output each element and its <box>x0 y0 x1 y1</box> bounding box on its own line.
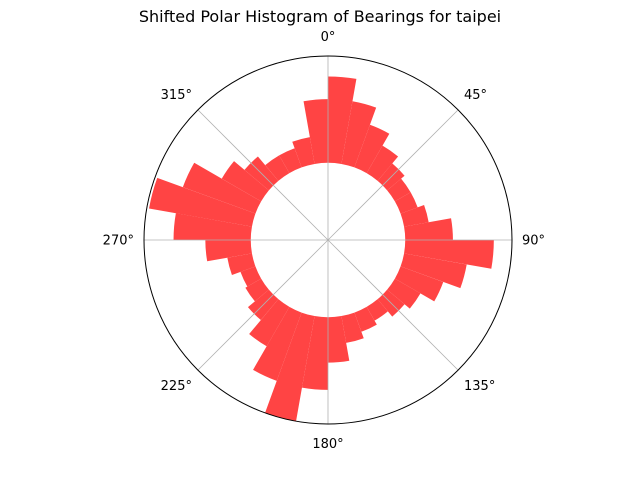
theta-tick-label: 135° <box>464 379 495 394</box>
histogram-bar <box>292 137 315 168</box>
histogram-bar <box>354 306 377 332</box>
histogram-bar <box>265 155 290 181</box>
histogram-bar <box>328 316 350 363</box>
theta-tick-label: 0° <box>321 30 336 45</box>
histogram-bar <box>182 162 262 214</box>
histogram-bar <box>354 124 390 174</box>
histogram-bar <box>245 278 269 302</box>
bar-group <box>149 76 494 422</box>
histogram-bar <box>265 312 315 422</box>
grid-lines <box>144 56 512 424</box>
histogram-bar <box>341 101 377 168</box>
polar-frame <box>143 55 513 425</box>
histogram-bar <box>394 266 444 302</box>
theta-tick-label: 90° <box>522 234 545 249</box>
histogram-bar <box>249 299 290 347</box>
histogram-bar <box>303 99 328 164</box>
histogram-bar <box>400 253 467 289</box>
histogram-bar <box>341 312 364 343</box>
angular-grid-line <box>327 109 459 241</box>
histogram-bar <box>328 76 357 164</box>
polar-axes: 0° 45° 90° 135° 180° 225° 270° 315° <box>103 30 545 452</box>
histogram-bar <box>404 240 494 269</box>
angular-grid-line <box>197 109 329 241</box>
chart-title: Shifted Polar Histogram of Bearings for … <box>139 7 501 26</box>
histogram-bar <box>387 178 411 202</box>
histogram-bar <box>387 278 421 309</box>
histogram-bar <box>400 205 429 227</box>
histogram-bar <box>301 316 328 390</box>
histogram-bar <box>240 266 262 287</box>
histogram-bar <box>205 240 252 262</box>
theta-tick-label: 45° <box>464 88 487 103</box>
theta-tick-label: 270° <box>103 234 134 249</box>
theta-tick-label: 225° <box>161 379 192 394</box>
histogram-bar <box>366 299 388 321</box>
histogram-bar <box>394 192 418 214</box>
histogram-bar <box>173 213 252 240</box>
histogram-bar <box>404 218 453 240</box>
histogram-bar <box>366 145 399 181</box>
angular-grid-line <box>197 239 329 371</box>
histogram-bar <box>253 306 302 381</box>
histogram-bar <box>149 177 256 227</box>
angular-grid-line <box>327 239 459 371</box>
theta-tick-label: 315° <box>161 88 192 103</box>
histogram-bar <box>279 148 302 174</box>
histogram-bar <box>227 253 256 275</box>
histogram-bar <box>221 161 269 202</box>
theta-tick-label: 180° <box>312 437 343 452</box>
